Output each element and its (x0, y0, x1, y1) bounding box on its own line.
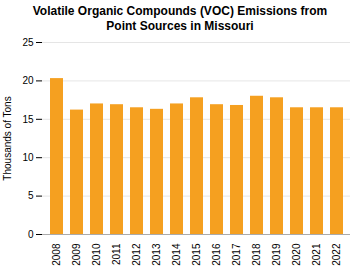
html-text:Volatile Organic Compounds (VO: Volatile Organic Compounds (VOC) Emissio… (32, 4, 328, 33)
svg-text:2009: 2009 (71, 243, 82, 266)
svg-text:2016: 2016 (211, 243, 222, 266)
svg-text:2018: 2018 (251, 243, 262, 266)
svg-text:2020: 2020 (291, 243, 302, 266)
svg-text:2010: 2010 (91, 243, 102, 266)
svg-text:2012: 2012 (131, 243, 142, 266)
svg-text:2019: 2019 (271, 243, 282, 266)
svg-text:2022: 2022 (331, 243, 342, 266)
svg-text:25: 25 (22, 37, 34, 48)
svg-text:20: 20 (22, 75, 34, 86)
svg-text:Thousands of Tons: Thousands of Tons (2, 96, 13, 180)
svg-text:0: 0 (28, 229, 34, 240)
svg-text:2013: 2013 (151, 243, 162, 266)
svg-text:5: 5 (28, 190, 34, 201)
svg-text:2014: 2014 (171, 243, 182, 266)
svg-text:10: 10 (22, 152, 34, 163)
svg-text:15: 15 (22, 114, 34, 125)
svg-text:2015: 2015 (191, 243, 202, 266)
svg-text:2011: 2011 (111, 243, 122, 265)
svg-text:2017: 2017 (231, 243, 242, 266)
svg-text:2008: 2008 (51, 243, 62, 266)
svg-text:2021: 2021 (311, 243, 322, 266)
